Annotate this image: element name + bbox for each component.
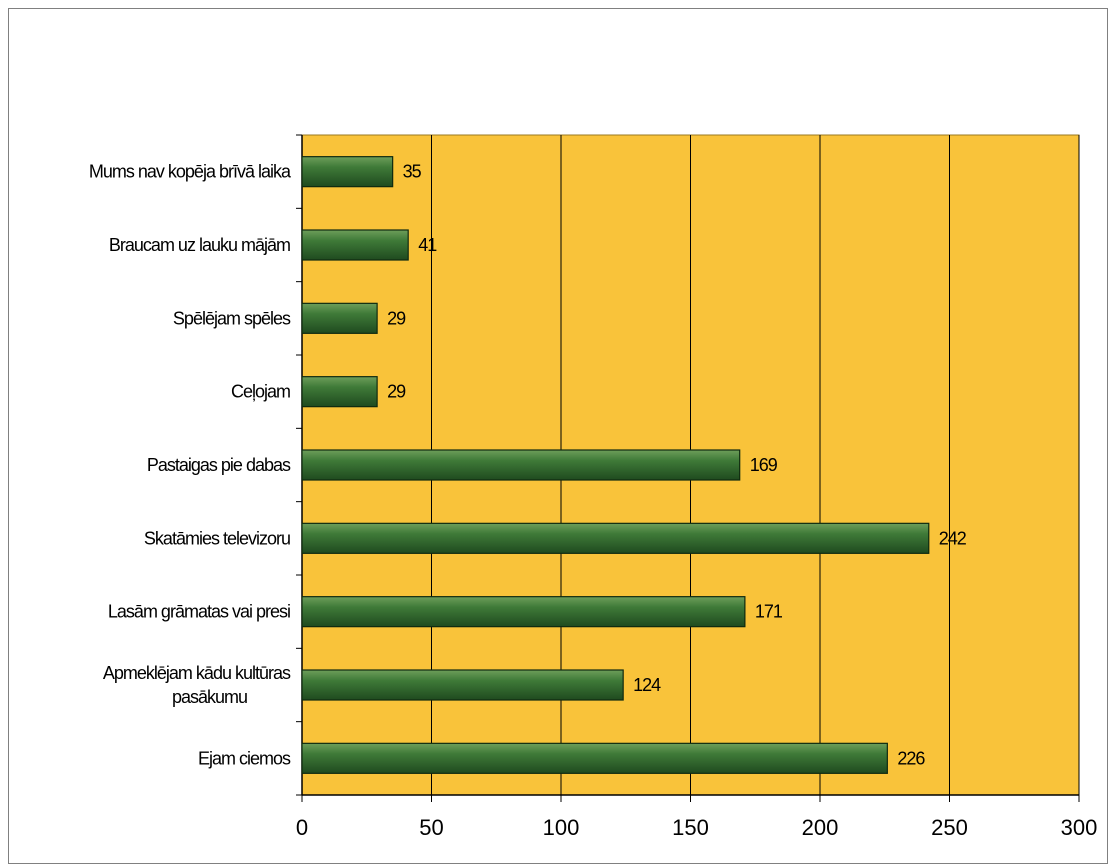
bar (301, 596, 746, 628)
data-label: 41 (418, 235, 437, 255)
bar (301, 522, 930, 554)
category-label: Ejam ciemos (198, 748, 291, 768)
category-label: Mums nav kopēja brīvā laika (89, 162, 292, 182)
category-label: Spēlējam spēles (173, 308, 291, 328)
bar (301, 742, 888, 774)
bar (301, 229, 409, 261)
data-label: 29 (387, 308, 406, 328)
x-tick-label: 300 (1061, 815, 1098, 840)
x-tick-label: 0 (296, 815, 308, 840)
x-tick-label: 250 (931, 815, 968, 840)
x-tick-label: 150 (672, 815, 709, 840)
bar (301, 449, 741, 481)
category-label: Apmeklējam kādu kultūras pasākumu (103, 663, 291, 707)
x-tick-label: 200 (802, 815, 839, 840)
data-label: 226 (897, 748, 925, 768)
category-label: Braucam uz lauku mājām (109, 235, 290, 255)
bar (301, 376, 378, 408)
data-label: 29 (387, 382, 406, 402)
category-label: Ceļojam (231, 382, 290, 402)
bar (301, 156, 394, 188)
chart-frame: 0 50 100 150 200 250 300 35 Mums nav kopēja brīv… (8, 8, 1108, 864)
category-label: Skatāmies televizoru (144, 528, 290, 548)
data-label: 35 (403, 162, 422, 182)
data-label: 169 (750, 455, 778, 475)
bar (301, 302, 378, 334)
category-label: Lasām grāmatas vai presi (108, 602, 290, 622)
bar (301, 669, 624, 701)
x-tick-label: 100 (543, 815, 580, 840)
data-label: 171 (755, 602, 783, 622)
category-label: Pastaigas pie dabas (147, 455, 291, 475)
x-tick-label: 50 (419, 815, 443, 840)
data-label: 124 (633, 675, 661, 695)
bar-chart: 0 50 100 150 200 250 300 35 Mums nav kopēja brīv… (89, 134, 1098, 840)
data-label: 242 (939, 528, 967, 548)
